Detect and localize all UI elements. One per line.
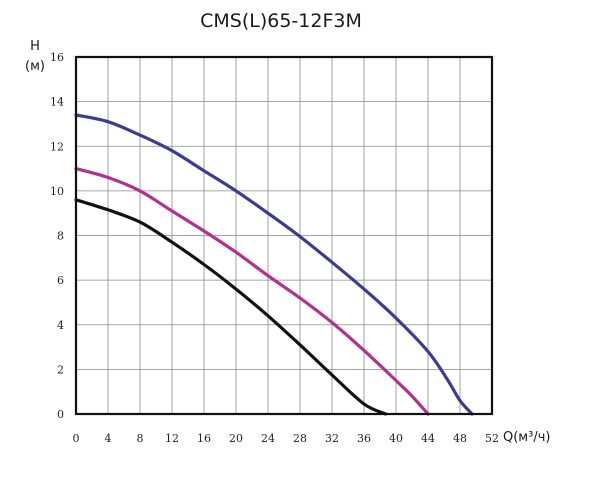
x-tick-labels: 0 4 8 12 16 20 24 28 32 36 40 44 48 52 [73,432,500,445]
y-tick-labels: 0 2 4 6 8 10 12 14 16 [50,51,64,421]
y-axis-label: H [30,39,40,54]
x-tick-label: 40 [389,432,403,445]
x-tick-label: 28 [293,432,307,445]
grid-lines [75,56,493,415]
x-tick-label: 16 [197,432,211,445]
y-tick-label: 16 [50,51,64,64]
series-line-2 [74,167,430,416]
x-tick-label: 36 [357,432,371,445]
x-tick-label: 20 [229,432,243,445]
x-tick-label: 44 [421,432,435,445]
x-tick-label: 4 [105,432,112,445]
x-tick-label: 48 [453,432,467,445]
series-line-3 [74,198,388,416]
y-tick-label: 6 [57,274,64,287]
y-axis-unit: (м) [25,59,45,74]
y-tick-label: 14 [50,96,64,109]
y-tick-label: 0 [57,408,64,421]
series-lines [74,113,474,416]
y-tick-label: 4 [57,319,64,332]
chart-title: CMS(L)65-12F3M [200,10,362,32]
y-tick-label: 10 [50,185,64,198]
y-tick-label: 12 [50,140,64,153]
x-tick-label: 32 [325,432,339,445]
x-tick-label: 12 [165,432,179,445]
x-tick-label: 0 [73,432,80,445]
plot-frame [74,55,494,416]
x-tick-label: 24 [261,432,275,445]
y-tick-label: 2 [57,363,64,376]
x-axis-label: Q(м³/ч) [503,430,550,445]
series-line-1 [74,113,474,416]
x-tick-label: 8 [137,432,144,445]
x-tick-label: 52 [485,432,499,445]
y-tick-label: 8 [57,230,64,243]
